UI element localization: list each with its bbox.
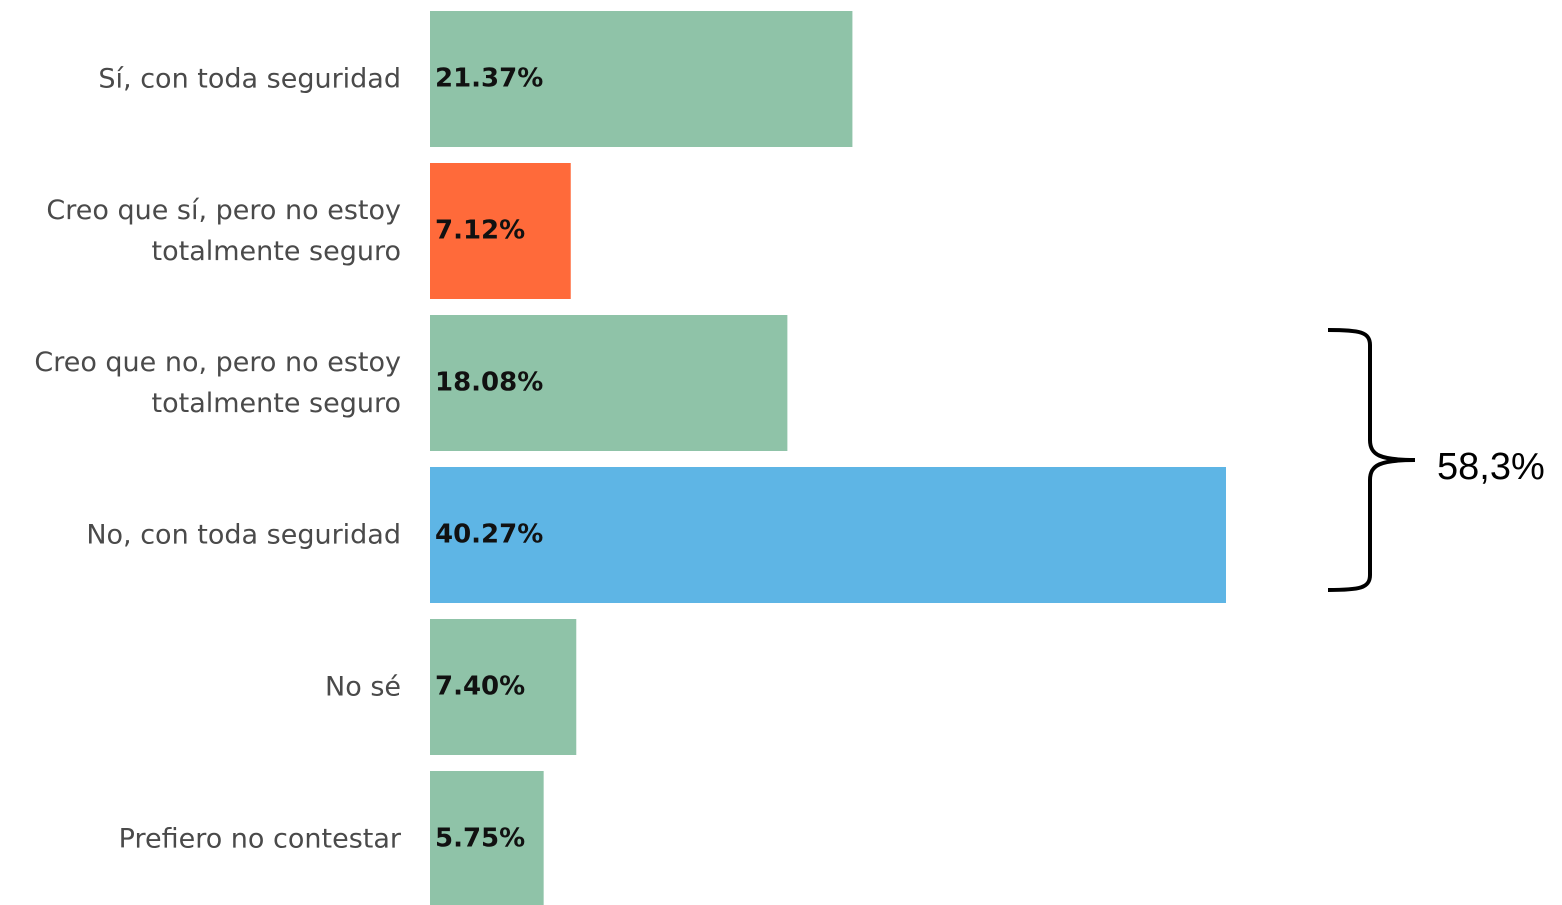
value-label: 40.27% — [435, 520, 543, 550]
value-label: 18.08% — [435, 368, 543, 398]
category-label: No sé — [325, 671, 401, 703]
annotation: 58,3% — [1437, 446, 1545, 488]
brace — [1327, 328, 1416, 592]
value-label: 5.75% — [435, 824, 525, 854]
bar — [430, 619, 577, 755]
bar — [430, 467, 1226, 603]
bar — [430, 163, 571, 299]
category-label: Creo que sí, pero no estoy totalmente se… — [46, 195, 401, 267]
value-label: 21.37% — [435, 64, 543, 94]
value-label: 7.12% — [435, 216, 525, 246]
category-label: Creo que no, pero no estoy totalmente se… — [34, 347, 401, 419]
bar — [430, 315, 788, 451]
category-label: Prefiero no contestar — [118, 823, 401, 855]
category-label: Sí, con toda seguridad — [98, 63, 401, 95]
bar — [430, 771, 544, 905]
value-label: 7.40% — [435, 672, 525, 702]
category-label: No, con toda seguridad — [86, 519, 401, 551]
bar — [430, 11, 853, 147]
